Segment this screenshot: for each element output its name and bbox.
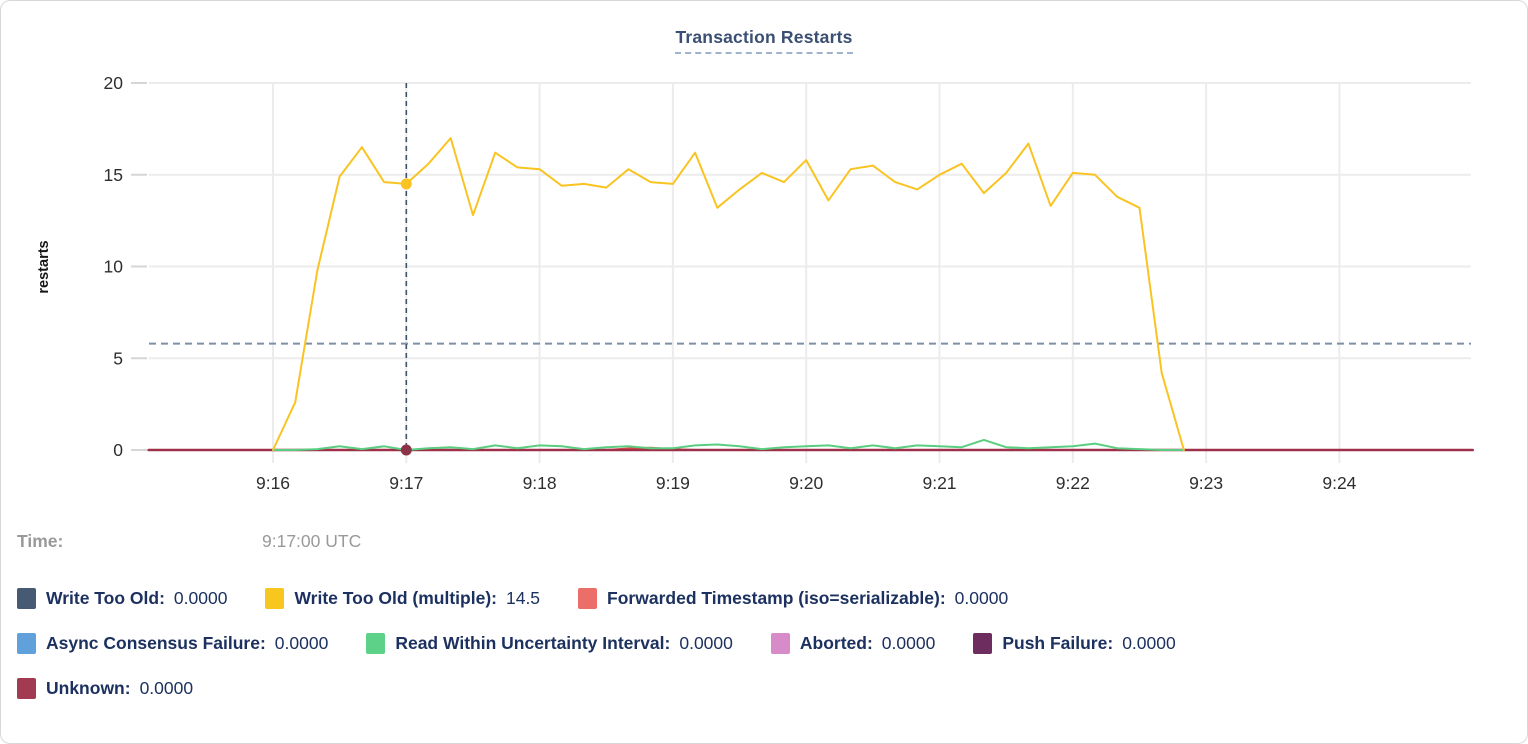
- x-tick-label: 9:17: [389, 473, 423, 493]
- legend-value: 0.0000: [274, 632, 329, 653]
- legend-label: Write Too Old:: [46, 587, 165, 608]
- legend-swatch-icon: [17, 677, 36, 699]
- x-tick-label: 9:23: [1189, 473, 1223, 493]
- legend-label: Unknown:: [46, 677, 131, 698]
- legend-value: 0.0000: [679, 632, 733, 653]
- legend-swatch-icon: [265, 587, 285, 609]
- x-tick-label: 9:24: [1322, 473, 1356, 493]
- legend-label: Push Failure:: [1002, 632, 1114, 653]
- x-tick-label: 9:22: [1056, 473, 1090, 493]
- tooltip-time-row: Time: 9:17:00 UTC: [17, 531, 1511, 552]
- legend-item-unknown: Unknown: 0.0000: [17, 677, 194, 699]
- legend-label: Read Within Uncertainty Interval:: [395, 632, 671, 653]
- y-tick-label: 20: [104, 73, 124, 93]
- legend-swatch-icon: [770, 632, 790, 654]
- series-line-write-too-old-multiple: [272, 137, 1185, 451]
- legend-swatch-icon: [17, 632, 36, 654]
- hover-point: [400, 444, 412, 456]
- legend-item-write-too-old: Write Too Old: 0.0000: [17, 587, 228, 609]
- legend-label: Aborted:: [799, 632, 873, 653]
- legend-row: Write Too Old: 0.0000 Write Too Old (multi…: [17, 585, 1519, 611]
- x-tick-label: 9:19: [656, 473, 690, 493]
- legend-swatch-icon: [578, 587, 598, 609]
- legend-swatch-icon: [366, 632, 386, 654]
- legend-swatch-icon: [17, 587, 36, 609]
- legend-value: 0.0000: [1122, 632, 1176, 653]
- legend: Write Too Old: 0.0000 Write Too Old (multi…: [17, 585, 1519, 701]
- legend-value: 0.0000: [881, 632, 936, 653]
- x-tick-label: 9:16: [256, 473, 290, 493]
- tooltip-time-label: Time:: [17, 531, 64, 551]
- transaction-restarts-chart[interactable]: 0 5 10 15 20 9:16 9:17 9:18 9:19 9:20 9:21 9:22 9:23…: [1, 1, 1528, 516]
- legend-label: Forwarded Timestamp (iso=serializable):: [607, 587, 946, 608]
- legend-item-write-too-old-multiple: Write Too Old (multiple): 14.5: [265, 587, 541, 609]
- legend-label: Async Consensus Failure:: [46, 632, 266, 653]
- y-axis-label: restarts: [36, 240, 52, 293]
- legend-swatch-icon: [973, 632, 993, 654]
- legend-item-aborted: Aborted: 0.0000: [770, 632, 936, 654]
- y-tick-label: 15: [104, 165, 123, 185]
- y-tick-label: 10: [104, 257, 124, 277]
- tooltip-time-value: 9:17:00 UTC: [262, 531, 362, 551]
- legend-value: 0.0000: [173, 587, 228, 608]
- legend-value: 0.0000: [954, 587, 1009, 608]
- y-tick-label: 0: [113, 440, 123, 460]
- legend-value: 14.5: [505, 587, 541, 608]
- legend-item-forwarded-timestamp-iso-serializable: Forwarded Timestamp (iso=serializable): 0…: [578, 587, 1009, 609]
- hover-point: [400, 178, 412, 190]
- legend-item-async-consensus-failure: Async Consensus Failure: 0.0000: [17, 632, 329, 654]
- chart-header: Transaction Restarts: [1, 27, 1527, 54]
- legend-label: Write Too Old (multiple):: [294, 587, 497, 608]
- x-tick-label: 9:18: [523, 473, 557, 493]
- legend-value: 0.0000: [139, 677, 194, 698]
- x-tick-label: 9:21: [922, 473, 956, 493]
- legend-item-read-within-uncertainty-interval: Read Within Uncertainty Interval: 0.0000: [366, 632, 733, 654]
- chart-title[interactable]: Transaction Restarts: [675, 27, 853, 54]
- legend-item-push-failure: Push Failure: 0.0000: [973, 632, 1176, 654]
- x-tick-label: 9:20: [789, 473, 823, 493]
- series-line-read-within-uncertainty-interval: [272, 438, 1185, 451]
- y-tick-label: 5: [113, 348, 123, 368]
- legend-row: Unknown: 0.0000: [17, 675, 1519, 701]
- legend-row: Async Consensus Failure: 0.0000 Read Withi…: [17, 630, 1519, 656]
